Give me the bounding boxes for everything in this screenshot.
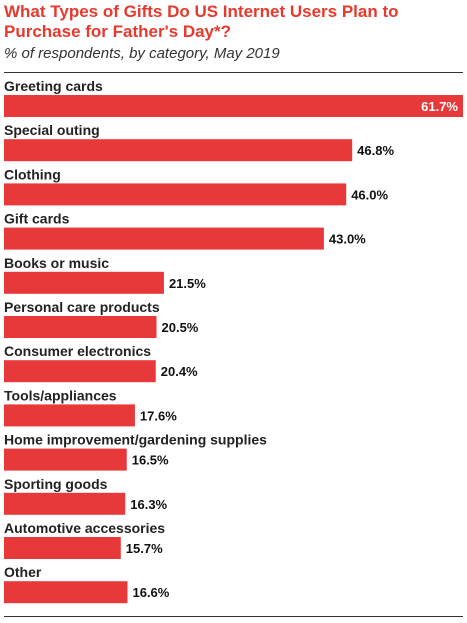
value-label: 21.5% [169, 276, 206, 291]
bar [4, 537, 121, 559]
bar [4, 404, 135, 427]
category-label: Automotive accessories [4, 520, 165, 536]
category-label: Tools/appliances [4, 387, 117, 403]
bar [4, 183, 347, 206]
value-label: 20.5% [162, 320, 199, 335]
category-label: Sporting goods [4, 476, 108, 492]
category-label: Other [4, 564, 42, 580]
category-label: Special outing [4, 122, 100, 138]
bar [4, 227, 324, 250]
category-label: Greeting cards [4, 78, 103, 94]
bar [4, 492, 126, 515]
value-label: 17.6% [140, 408, 177, 423]
category-label: Clothing [4, 166, 61, 182]
bar [4, 316, 157, 338]
bar [4, 139, 353, 162]
value-label: 61.7% [421, 99, 458, 114]
category-label: Personal care products [4, 299, 160, 315]
value-label: 43.0% [329, 232, 366, 247]
value-label: 16.5% [132, 453, 169, 468]
value-label: 16.3% [130, 497, 167, 512]
bar [4, 95, 463, 117]
bottom-divider [4, 616, 463, 617]
top-divider [4, 72, 463, 73]
category-label: Gift cards [4, 211, 70, 227]
category-label: Consumer electronics [4, 343, 151, 359]
bar [4, 581, 128, 604]
chart-title: What Types of Gifts Do US Internet Users… [4, 2, 399, 41]
bar [4, 448, 127, 471]
value-label: 16.6% [132, 585, 169, 600]
chart-subtitle: % of respondents, by category, May 2019 [4, 45, 280, 62]
value-label: 15.7% [126, 541, 163, 556]
bar [4, 271, 164, 294]
category-label: Books or music [4, 255, 109, 271]
value-label: 46.0% [351, 187, 388, 202]
value-label: 46.8% [357, 143, 394, 158]
category-label: Home improvement/gardening supplies [4, 432, 267, 448]
value-label: 20.4% [161, 364, 198, 379]
bar [4, 360, 156, 383]
